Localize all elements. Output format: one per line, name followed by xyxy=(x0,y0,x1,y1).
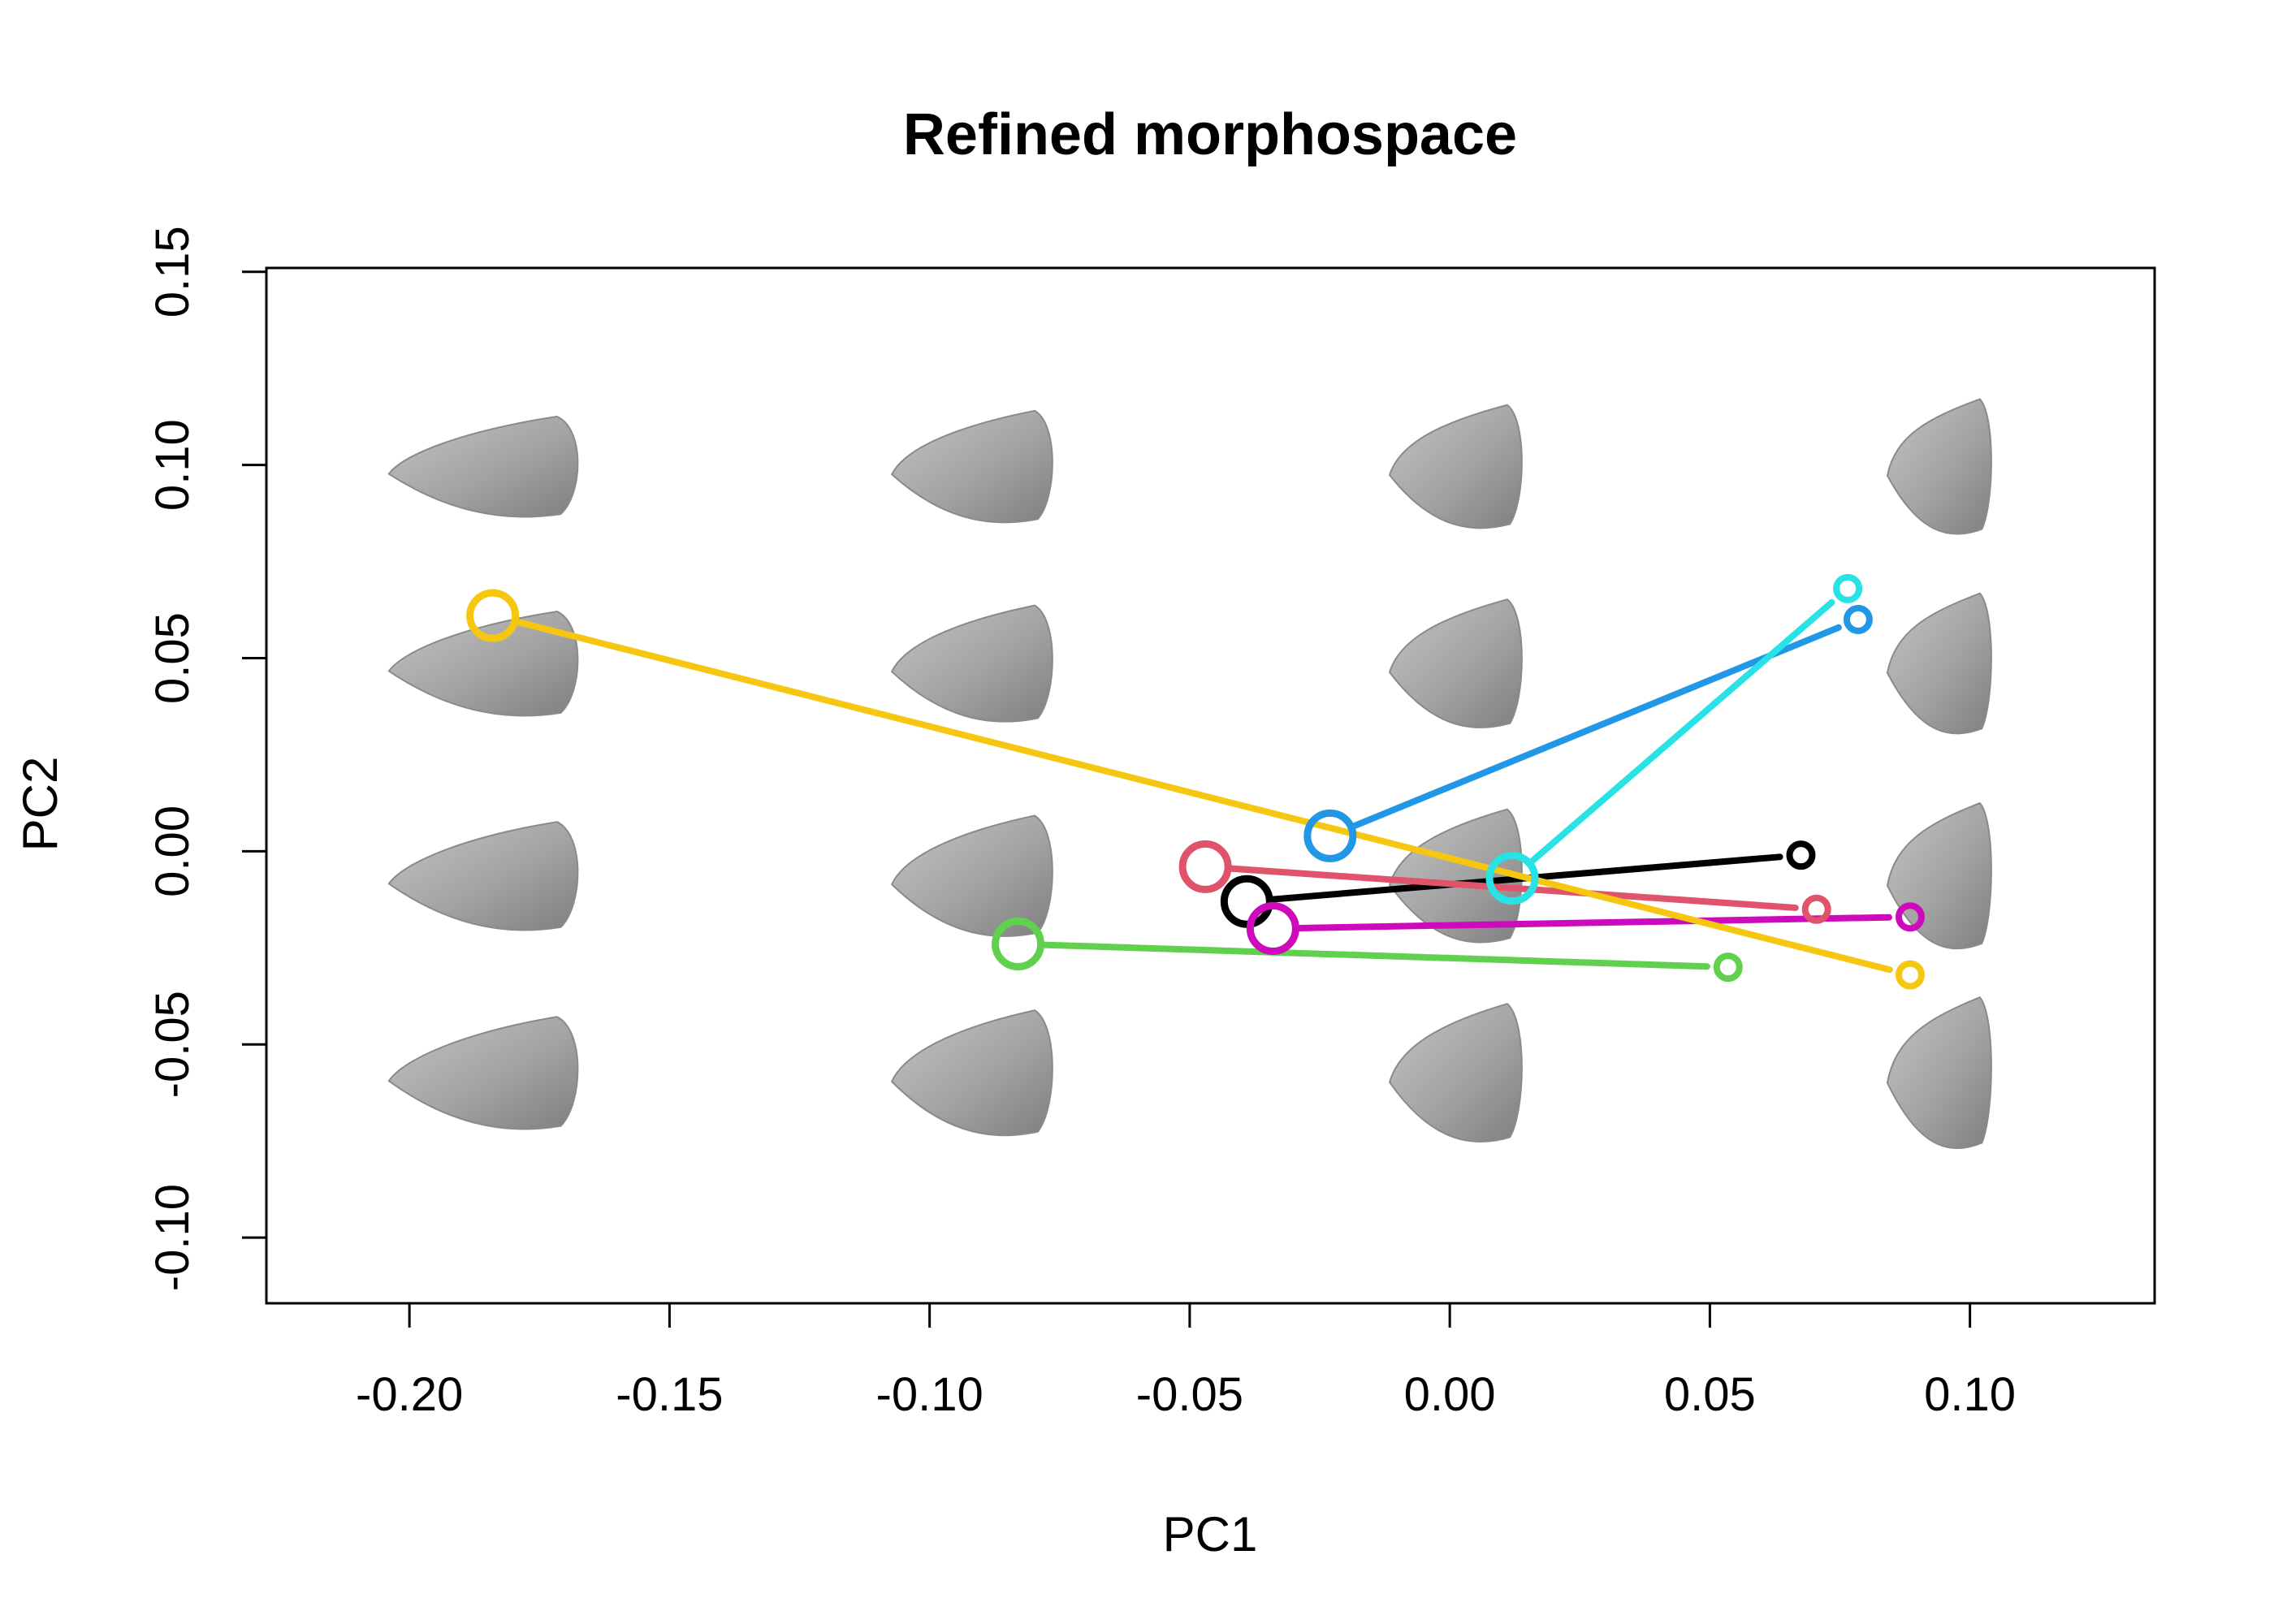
shape-render xyxy=(1388,404,1523,529)
x-tick-label: 0.05 xyxy=(1664,1368,1756,1421)
y-tick-label: -0.05 xyxy=(146,991,199,1098)
shape-render xyxy=(890,409,1053,524)
shape-render xyxy=(890,814,1053,937)
end-point xyxy=(1895,902,1925,932)
end-point xyxy=(1786,840,1816,870)
y-tick-label: 0.00 xyxy=(146,806,199,897)
end-point xyxy=(1833,573,1863,603)
series-line xyxy=(1228,865,1799,911)
shape-render xyxy=(1388,1003,1523,1143)
series-lines xyxy=(514,598,1893,974)
shape-render xyxy=(387,1016,579,1130)
end-point xyxy=(1895,960,1925,990)
y-axis: -0.10 -0.05 0.00 0.05 0.10 0.15 xyxy=(146,226,268,1291)
series-line xyxy=(1295,914,1892,931)
shape-render xyxy=(1886,592,1992,735)
end-point xyxy=(1713,952,1743,983)
shape-render xyxy=(387,416,579,518)
y-tick-label: 0.15 xyxy=(146,226,199,317)
x-tick-label: -0.20 xyxy=(356,1368,463,1421)
y-tick-label: 0.05 xyxy=(146,612,199,704)
x-tick-label: -0.15 xyxy=(616,1368,723,1421)
start-point xyxy=(466,589,520,642)
x-tick-label: 0.00 xyxy=(1404,1368,1496,1421)
start-point xyxy=(1178,840,1232,893)
background-shapes xyxy=(387,398,1992,1149)
y-axis-label: PC2 xyxy=(13,757,67,852)
shape-render xyxy=(387,611,579,717)
series-line xyxy=(1351,624,1842,830)
shape-render xyxy=(890,604,1053,723)
x-axis-label: PC1 xyxy=(1163,1507,1258,1561)
series-points xyxy=(466,573,1925,990)
start-point xyxy=(1303,809,1357,862)
start-point xyxy=(1246,902,1299,956)
shape-render xyxy=(890,1009,1053,1137)
shape-render xyxy=(1388,808,1523,944)
start-point xyxy=(1485,852,1539,905)
y-tick-label: -0.10 xyxy=(146,1184,199,1291)
series-line xyxy=(1040,941,1710,970)
chart-title: Refined morphospace xyxy=(903,102,1517,167)
shape-render xyxy=(1388,598,1523,728)
shape-render xyxy=(387,821,579,931)
series-line xyxy=(514,619,1893,974)
shape-render xyxy=(1886,996,1992,1149)
start-point xyxy=(992,918,1045,971)
shape-render xyxy=(1886,801,1992,950)
shape-render xyxy=(1886,398,1992,535)
series-line xyxy=(1528,598,1835,865)
x-tick-label: 0.10 xyxy=(1924,1368,2016,1421)
y-tick-label: 0.10 xyxy=(146,419,199,511)
end-point xyxy=(1843,604,1873,634)
x-tick-label: -0.05 xyxy=(1136,1368,1243,1421)
start-point xyxy=(1220,875,1273,928)
x-axis: -0.20 -0.15 -0.10 -0.05 0.00 0.05 0.10 xyxy=(356,1302,2016,1421)
end-point xyxy=(1801,894,1831,924)
x-tick-label: -0.10 xyxy=(876,1368,984,1421)
